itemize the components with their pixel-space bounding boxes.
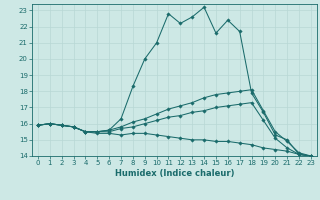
X-axis label: Humidex (Indice chaleur): Humidex (Indice chaleur) xyxy=(115,169,234,178)
